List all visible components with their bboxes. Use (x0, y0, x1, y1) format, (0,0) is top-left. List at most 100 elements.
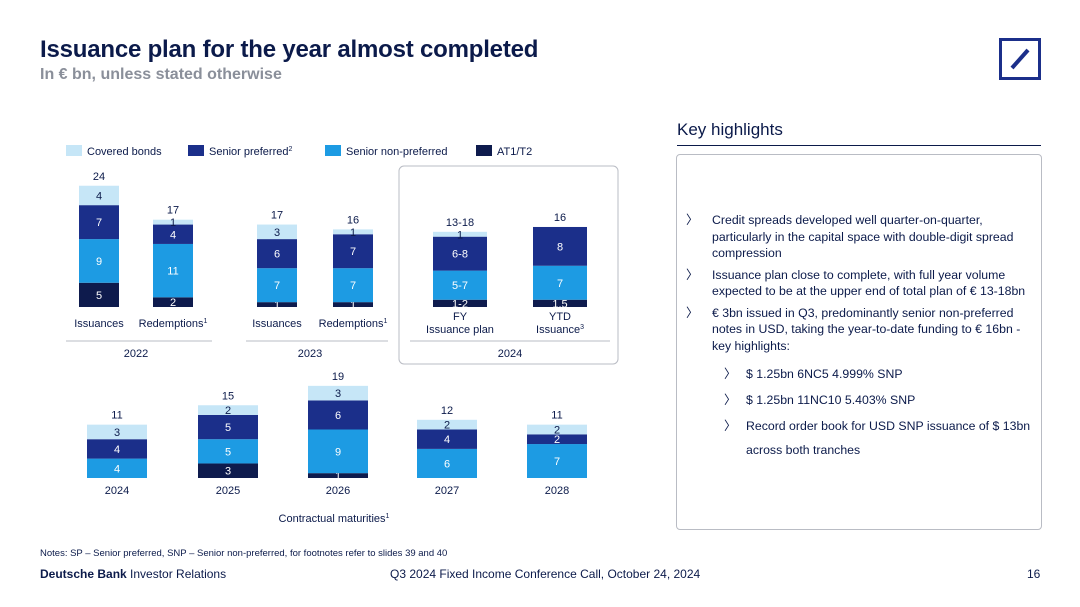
legend-swatch (476, 145, 492, 156)
bar-total-label: 13-18 (446, 217, 474, 229)
highlight-sub-bullet: 〉 Record order book for USD SNP issuance… (686, 414, 1036, 462)
legend-label: AT1/T2 (497, 146, 532, 158)
chevron-right-icon: 〉 (686, 213, 699, 227)
highlight-sub-bullet: 〉 $ 1.25bn 11NC10 5.403% SNP (686, 388, 1036, 412)
category-label: Issuance plan (426, 324, 494, 336)
segment-value-label: 1.5 (552, 298, 567, 310)
legend-swatch (188, 145, 204, 156)
bar-total-label: 17 (167, 205, 179, 217)
bar-segment (257, 302, 297, 307)
group-label-2024: 2024 (498, 348, 522, 360)
segment-value-label: 7 (557, 278, 563, 290)
bar-segment (153, 224, 193, 244)
category-label: 2026 (326, 485, 350, 497)
segment-value-label: 11 (167, 266, 178, 278)
highlight-text: Issuance plan close to complete, with fu… (712, 267, 1026, 299)
contractual-maturities-label: Contractual maturities1 (279, 513, 390, 525)
segment-value-label: 6-8 (452, 249, 468, 261)
bar-total-label: 12 (441, 405, 453, 417)
bar-segment (87, 458, 147, 478)
chevron-right-icon: 〉 (724, 393, 737, 407)
bar-segment (333, 229, 373, 235)
bar-segment (308, 385, 368, 401)
bar-segment (308, 429, 368, 474)
bar-segment (87, 424, 147, 440)
year-2024-frame (398, 165, 619, 365)
bar-total-label: 24 (93, 171, 105, 183)
legend-label: Senior preferred2 (209, 146, 293, 158)
footer-brand-suffix: Investor Relations (126, 567, 227, 581)
highlight-sub-bullet: 〉 $ 1.25bn 6NC5 4.999% SNP (686, 362, 1036, 386)
category-label: Issuance3 (536, 324, 584, 336)
category-label: FY (453, 311, 468, 323)
segment-value-label: 3 (114, 427, 120, 439)
segment-value-label: 1-2 (452, 298, 468, 310)
chevron-right-icon: 〉 (724, 367, 737, 381)
segment-value-label: 6 (335, 410, 341, 422)
segment-value-label: 4 (114, 444, 120, 456)
highlight-bullet: 〉 € 3bn issued in Q3, predominantly seni… (686, 305, 1036, 355)
segment-value-label: 2 (444, 420, 450, 432)
segment-value-label: 9 (335, 446, 341, 458)
footer-event: Q3 2024 Fixed Income Conference Call, Oc… (390, 567, 701, 581)
bar-segment (433, 236, 487, 271)
bar-total-label: 17 (271, 210, 283, 222)
segment-value-label: 2 (170, 297, 176, 309)
bar-segment (79, 205, 119, 240)
bar-segment (333, 234, 373, 269)
bar-total-label: 19 (332, 371, 344, 383)
segment-value-label: 5 (96, 290, 102, 302)
highlight-sub-text: $ 1.25bn 6NC5 4.999% SNP (746, 367, 903, 381)
bar-segment (308, 400, 368, 430)
issuance-charts: Covered bonds Senior preferred2 Senior non… (66, 145, 619, 525)
highlight-text: Credit spreads developed well quarter-on… (712, 213, 1014, 260)
bar-segment (153, 243, 193, 298)
segment-value-label: 8 (557, 241, 563, 253)
bar-total-label: 16 (347, 214, 359, 226)
bar-segment (79, 282, 119, 307)
segment-value-label: 5 (225, 422, 231, 434)
highlight-bullet: 〉 Credit spreads developed well quarter-… (686, 212, 1036, 262)
segment-value-label: 7 (350, 280, 356, 292)
highlight-bullet: 〉 Issuance plan close to complete, with … (686, 267, 1036, 300)
bar-segment (333, 268, 373, 303)
footer-brand-name: Deutsche Bank (40, 567, 127, 581)
segment-value-label: 3 (335, 388, 341, 400)
key-highlights-panel (676, 154, 1042, 530)
category-label: 2028 (545, 485, 569, 497)
segment-value-label: 1 (335, 471, 341, 483)
segment-value-label: 2 (554, 425, 560, 437)
highlight-sub-text: $ 1.25bn 11NC10 5.403% SNP (746, 393, 916, 407)
page-number: 16 (1027, 567, 1041, 581)
segment-value-label: 3 (225, 466, 231, 478)
bar-segment (257, 268, 297, 303)
category-label: 2025 (216, 485, 240, 497)
legend-swatch (325, 145, 341, 156)
bar-segment (533, 226, 587, 266)
segment-value-label: 3 (274, 227, 280, 239)
bar-segment (198, 405, 258, 415)
bar-segment (333, 302, 373, 307)
segment-value-label: 7 (96, 217, 102, 229)
bar-segment (417, 419, 477, 430)
group-label-2023: 2023 (298, 348, 322, 360)
bar-total-label: 11 (551, 410, 562, 422)
category-label: Redemptions1 (319, 318, 388, 330)
segment-value-label: 6 (444, 458, 450, 470)
legend-swatch (66, 145, 82, 156)
segment-value-label: 5 (225, 446, 231, 458)
bar-segment (433, 299, 487, 307)
footnotes: Notes: SP – Senior preferred, SNP – Seni… (40, 548, 448, 559)
page-title: Issuance plan for the year almost comple… (40, 36, 539, 63)
segment-value-label: 4 (444, 434, 450, 446)
bar-segment (87, 439, 147, 459)
bar-total-label: 16 (554, 212, 566, 224)
segment-value-label: 1 (274, 300, 280, 312)
footer-brand: Deutsche Bank Investor Relations (40, 567, 226, 581)
bar-segment (198, 463, 258, 478)
segment-value-label: 6 (274, 249, 280, 261)
bar-segment (417, 429, 477, 449)
bar-segment (533, 265, 587, 300)
segment-value-label: 9 (96, 256, 102, 268)
segment-value-label: 5-7 (452, 280, 468, 292)
